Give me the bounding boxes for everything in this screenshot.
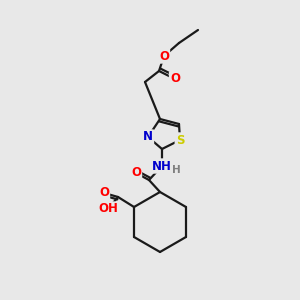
Text: N: N: [143, 130, 153, 143]
Text: NH: NH: [152, 160, 172, 172]
Text: O: O: [131, 167, 141, 179]
Text: O: O: [159, 50, 169, 62]
Text: O: O: [170, 73, 180, 85]
Text: S: S: [176, 134, 184, 146]
Text: H: H: [172, 165, 180, 175]
Text: O: O: [99, 187, 109, 200]
Text: OH: OH: [98, 202, 118, 215]
